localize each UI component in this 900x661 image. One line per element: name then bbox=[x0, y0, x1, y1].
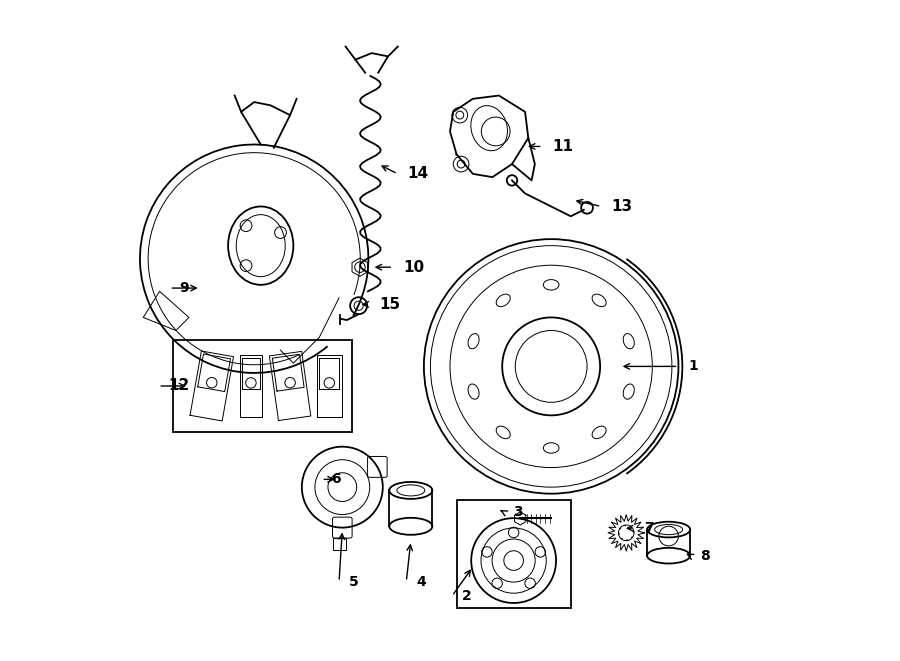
Text: 15: 15 bbox=[380, 297, 400, 312]
Text: 8: 8 bbox=[700, 549, 710, 563]
Text: 5: 5 bbox=[349, 575, 358, 589]
Text: 9: 9 bbox=[179, 281, 189, 295]
Text: 13: 13 bbox=[611, 199, 633, 214]
Bar bbox=[173, 340, 352, 432]
Bar bbox=[332, 538, 346, 550]
Text: 6: 6 bbox=[331, 473, 341, 486]
Text: 7: 7 bbox=[644, 522, 653, 535]
Text: 11: 11 bbox=[553, 139, 573, 154]
Bar bbox=[456, 500, 571, 608]
Text: 10: 10 bbox=[403, 260, 424, 275]
Text: 12: 12 bbox=[168, 379, 189, 393]
Text: 2: 2 bbox=[462, 589, 472, 603]
Text: 14: 14 bbox=[408, 167, 428, 181]
Text: 3: 3 bbox=[513, 505, 523, 519]
Text: 4: 4 bbox=[416, 575, 426, 589]
Text: 1: 1 bbox=[688, 360, 698, 373]
